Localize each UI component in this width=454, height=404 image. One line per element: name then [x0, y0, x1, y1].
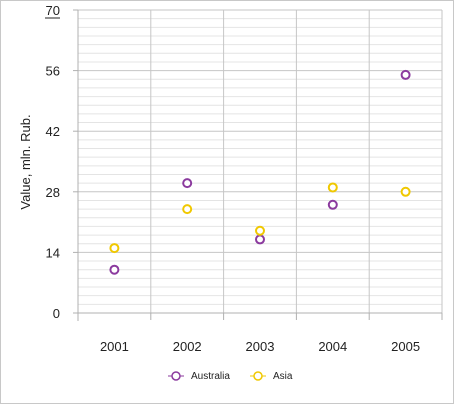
- data-point-australia[interactable]: [400, 69, 411, 80]
- data-point-australia[interactable]: [327, 199, 338, 210]
- x-tick-label: 2004: [318, 339, 347, 354]
- y-tick-label: 56: [46, 64, 60, 79]
- legend[interactable]: Australia Asia: [168, 371, 293, 382]
- axes: [73, 9, 443, 321]
- data-point-asia[interactable]: [327, 182, 338, 193]
- legend-label: Asia: [273, 371, 293, 382]
- x-tick-labels: 2001 2002 2003 2004 2005: [100, 339, 420, 354]
- y-tick-label: 14: [46, 245, 60, 260]
- y-tick-label: 28: [46, 185, 60, 200]
- legend-marker: [171, 371, 181, 381]
- data-point-asia[interactable]: [109, 243, 120, 254]
- y-axis-label: Value, mln. Rub.: [18, 114, 33, 209]
- data-point-australia[interactable]: [109, 264, 120, 275]
- y-tick-label: 42: [46, 124, 60, 139]
- legend-item-australia[interactable]: Australia: [168, 371, 230, 382]
- y-tick-label: 70: [46, 3, 60, 18]
- data-point-asia[interactable]: [182, 204, 193, 215]
- legend-label: Australia: [191, 371, 230, 382]
- data-points: [109, 69, 411, 275]
- x-tick-label: 2005: [391, 339, 420, 354]
- data-point-australia[interactable]: [255, 234, 265, 245]
- x-tick-label: 2002: [173, 339, 202, 354]
- legend-marker: [253, 371, 263, 381]
- legend-item-asia[interactable]: Asia: [250, 371, 293, 382]
- y-tick-label: 0: [53, 306, 60, 321]
- data-point-australia[interactable]: [182, 178, 193, 189]
- data-point-asia[interactable]: [400, 186, 411, 197]
- data-point-asia[interactable]: [255, 225, 265, 236]
- x-tick-label: 2001: [100, 339, 129, 354]
- x-tick-label: 2003: [246, 339, 275, 354]
- grid-lines: [78, 9, 443, 313]
- y-tick-labels: 0 14 28 42 56 70: [45, 3, 60, 321]
